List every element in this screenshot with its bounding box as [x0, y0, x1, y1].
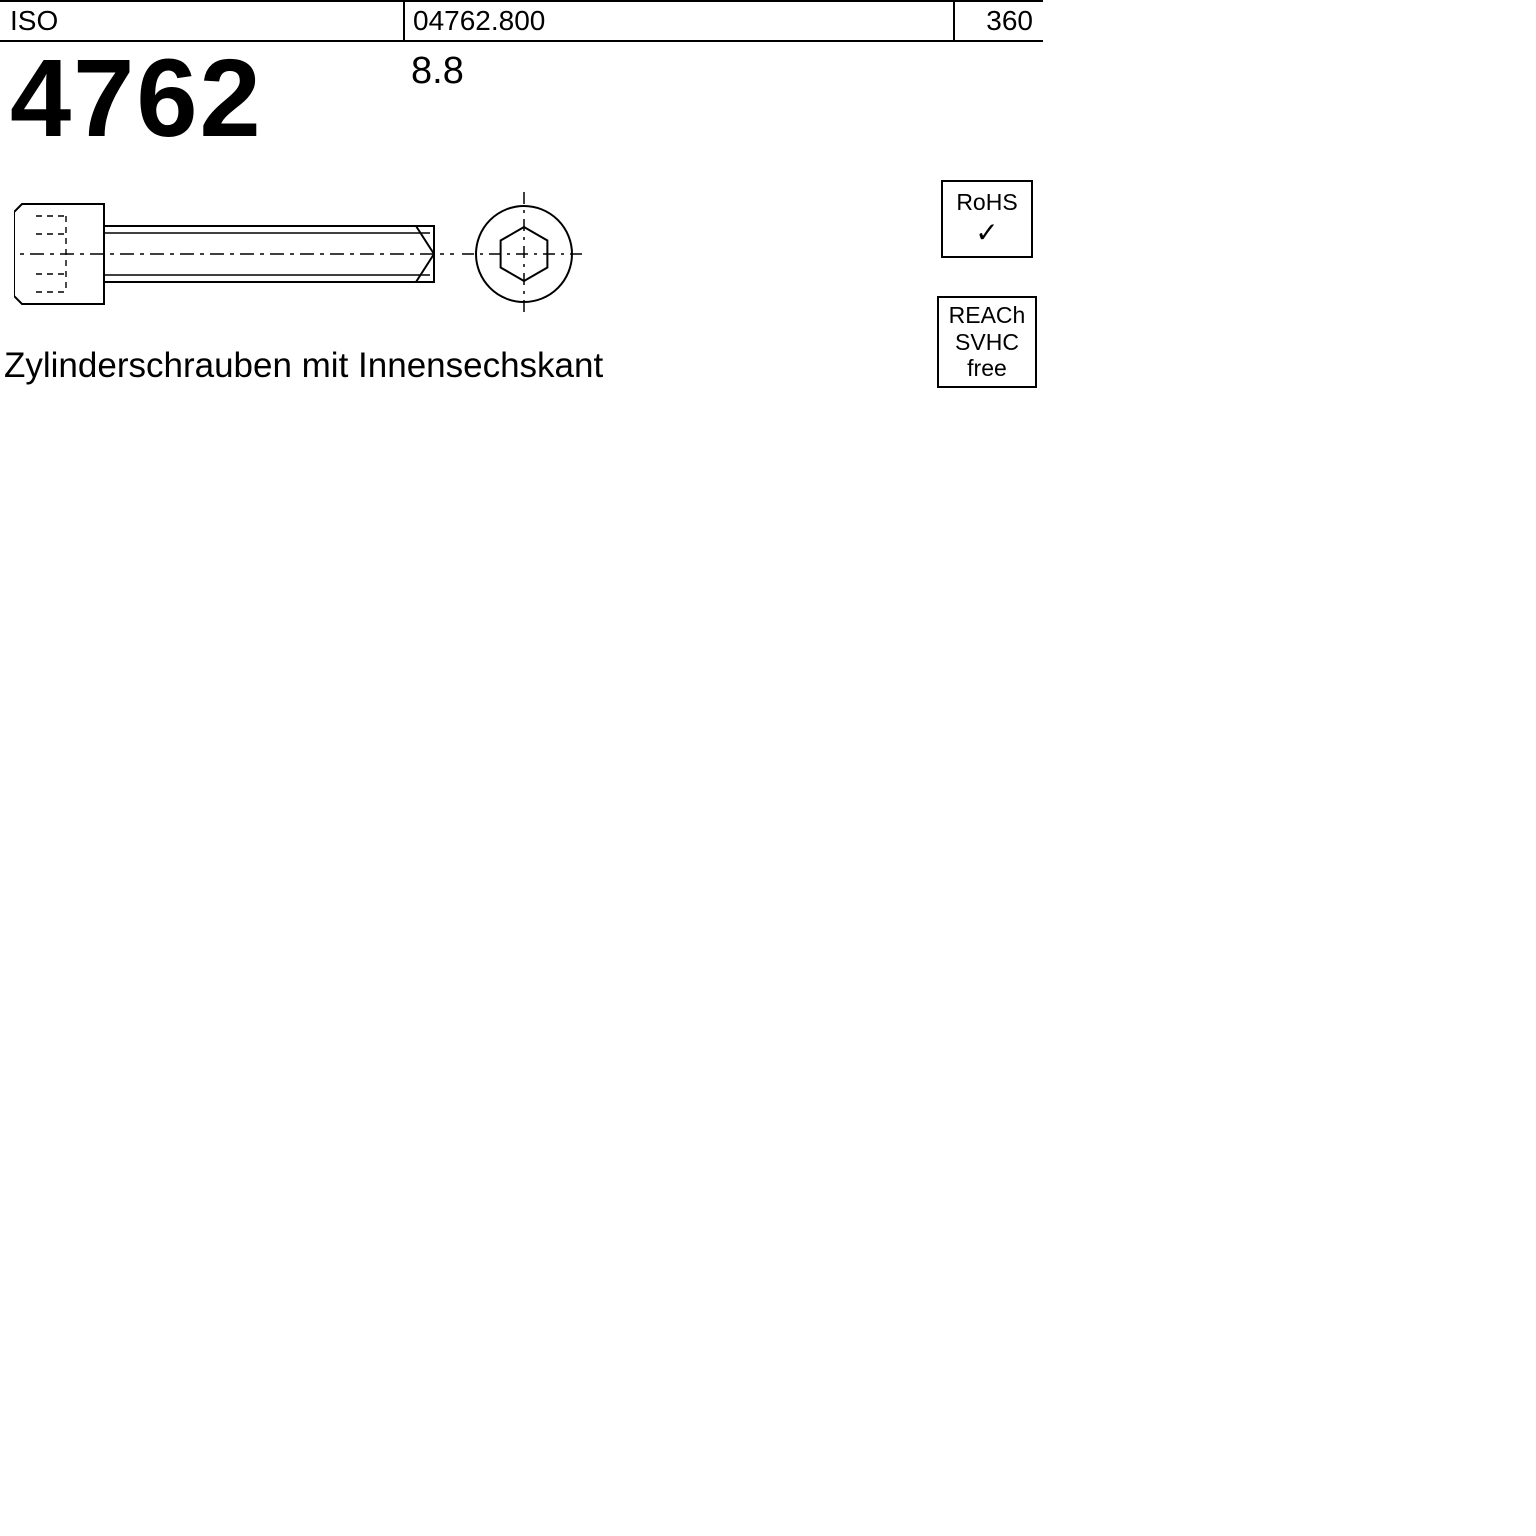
header-left-label: ISO — [0, 2, 403, 40]
rohs-badge: RoHS ✓ — [941, 180, 1033, 258]
page-canvas: ISO 04762.800 360 4762 8.8 Zylinderschra… — [0, 0, 1536, 1536]
technical-drawing — [14, 184, 589, 324]
strength-grade: 8.8 — [411, 50, 464, 93]
rohs-label: RoHS — [956, 189, 1017, 215]
header-row: ISO 04762.800 360 — [0, 0, 1043, 42]
product-description: Zylinderschrauben mit Innensechskant — [4, 346, 603, 386]
reach-line1: REACh — [949, 302, 1026, 328]
reach-line3: free — [967, 355, 1007, 381]
reach-badge: REACh SVHC free — [937, 296, 1037, 388]
iso-number: 4762 — [10, 44, 263, 154]
header-right-code: 360 — [955, 2, 1043, 40]
check-icon: ✓ — [975, 217, 998, 249]
reach-line2: SVHC — [955, 329, 1019, 355]
header-center-code: 04762.800 — [405, 2, 953, 40]
drawing-svg — [14, 184, 589, 324]
